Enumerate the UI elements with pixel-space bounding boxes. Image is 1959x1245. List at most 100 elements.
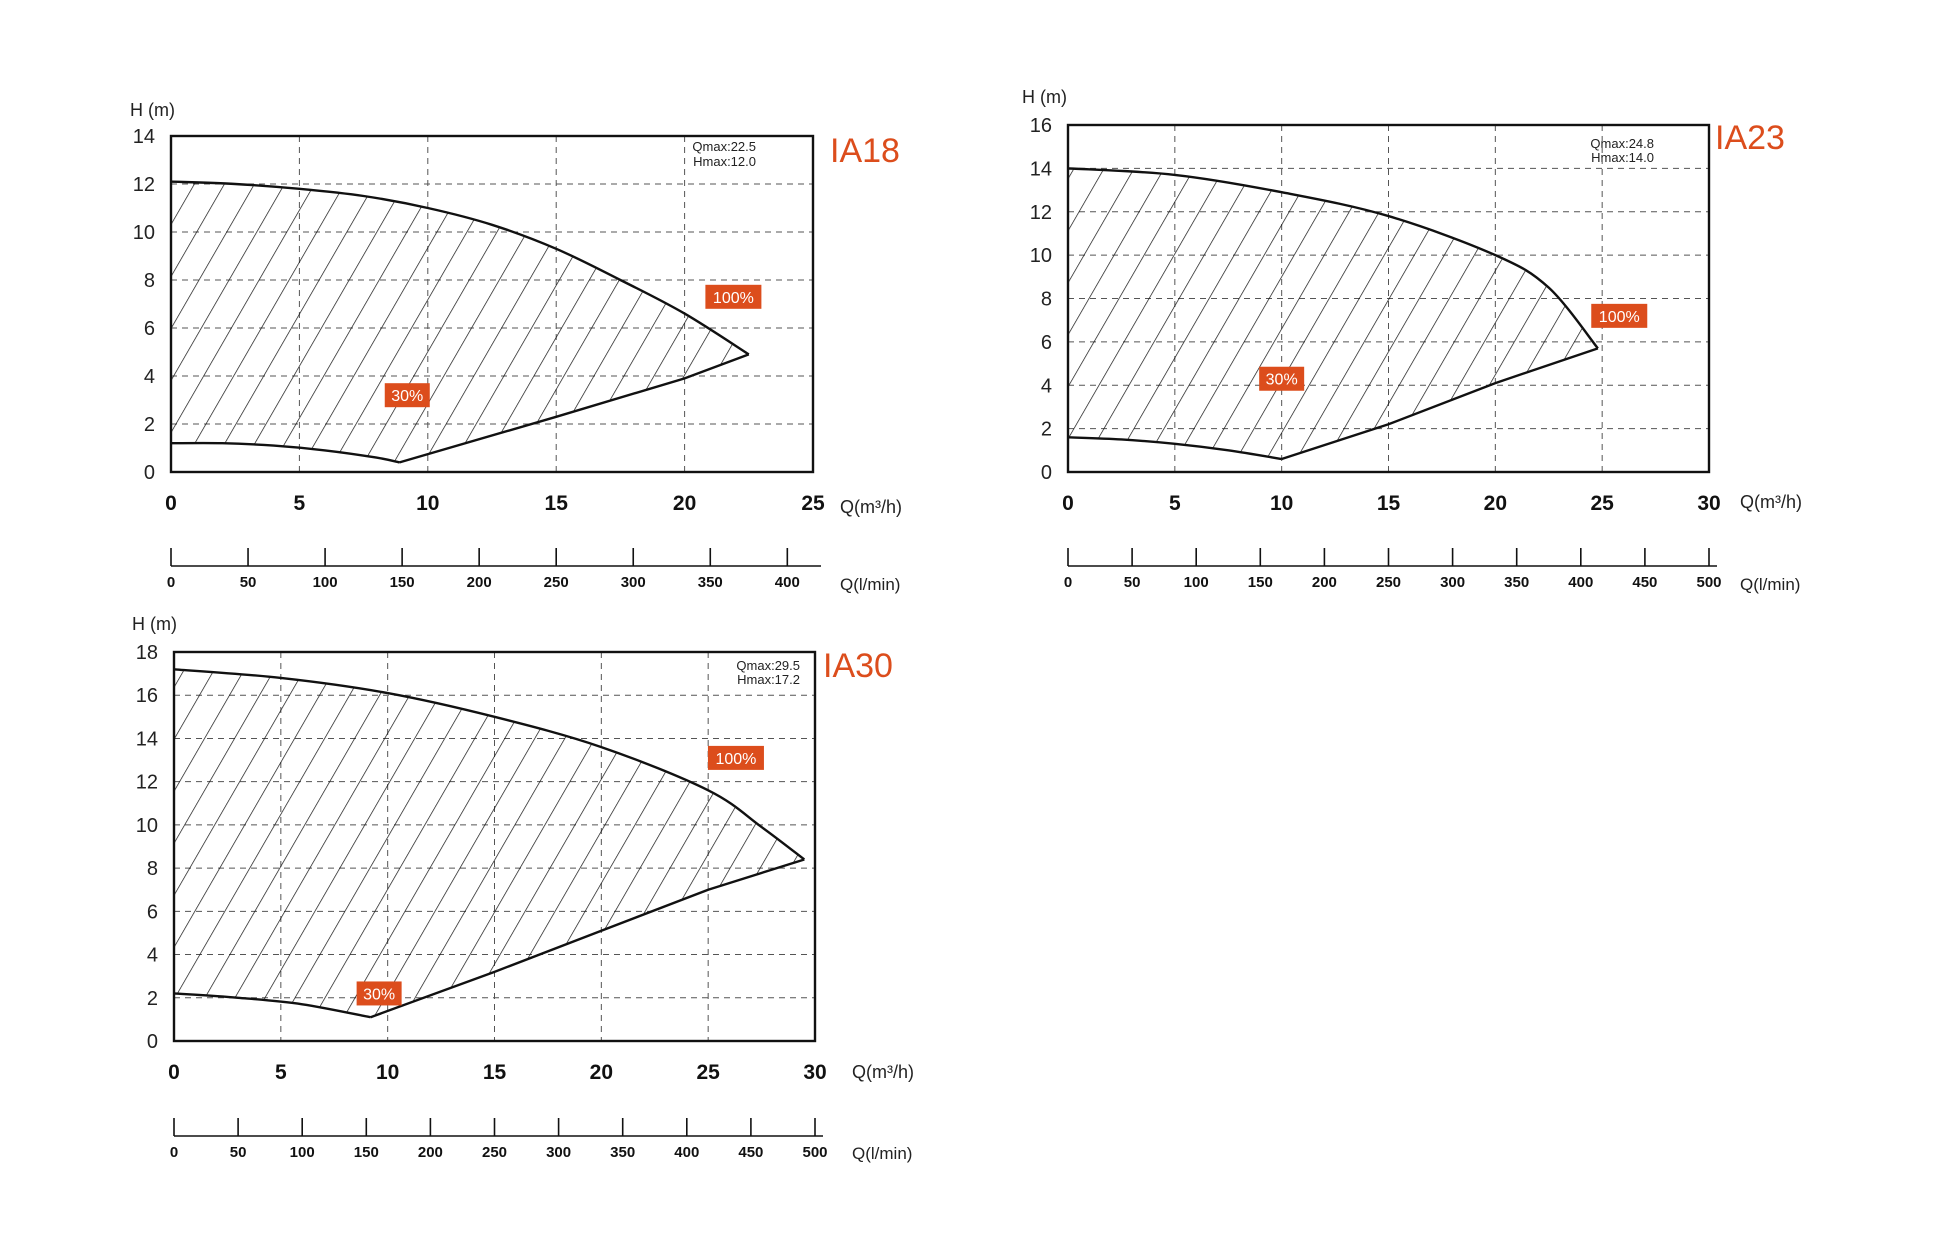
y-tick-label: 8 xyxy=(1041,289,1052,311)
limit-line xyxy=(399,353,750,464)
x-tick-label: 10 xyxy=(1270,492,1293,515)
hmax-annotation: Hmax:12.0 xyxy=(693,154,756,169)
y-tick-label: 0 xyxy=(144,462,155,484)
y-tick-label: 12 xyxy=(136,772,158,794)
chart-ia30: H (m) IA30 Q(m³/h) Q(l/min) Qmax:29.5 Hm… xyxy=(132,614,914,1163)
x2-tick-label: 150 xyxy=(354,1144,379,1161)
x-axis-label: Q(m³/h) xyxy=(852,1062,914,1082)
x2-axis-label: Q(l/min) xyxy=(1740,575,1800,594)
x-tick-label: 30 xyxy=(803,1061,826,1084)
y-tick-label: 6 xyxy=(144,318,155,340)
x-tick-label: 25 xyxy=(1590,492,1614,515)
y-tick-label: 8 xyxy=(147,858,158,880)
plot-frame xyxy=(172,650,817,1043)
percent-badge xyxy=(1591,303,1648,328)
x2-axis-label: Q(l/min) xyxy=(852,1144,912,1163)
x-tick-label: 30 xyxy=(1697,492,1720,515)
x2-tick-label: 100 xyxy=(290,1144,315,1161)
percent-badge xyxy=(1259,366,1305,391)
x2-tick-label: 300 xyxy=(621,574,646,591)
percent-badge xyxy=(384,383,430,408)
x-tick-label: 5 xyxy=(294,492,306,515)
percent-badge-label: 100% xyxy=(1599,309,1640,326)
chart-title: IA18 xyxy=(830,132,900,170)
series-30-line xyxy=(1067,436,1282,461)
y-axis-label: H (m) xyxy=(132,614,177,634)
x-axis-label: Q(m³/h) xyxy=(840,497,902,517)
x2-tick-label: 200 xyxy=(418,1144,443,1161)
plot-frame xyxy=(169,134,815,474)
x2-tick-label: 250 xyxy=(544,574,569,591)
percent-badge xyxy=(705,284,762,309)
x-tick-label: 25 xyxy=(696,1061,720,1084)
y-tick-label: 2 xyxy=(1041,419,1052,441)
x2-tick-label: 350 xyxy=(610,1144,635,1161)
x2-tick-label: 300 xyxy=(546,1144,571,1161)
y-tick-label: 12 xyxy=(133,174,155,196)
x-tick-label: 25 xyxy=(801,492,825,515)
x-tick-label: 15 xyxy=(1377,492,1401,515)
x2-tick-label: 450 xyxy=(1632,574,1657,591)
qmax-annotation: Qmax:29.5 xyxy=(736,658,800,673)
x2-tick-label: 100 xyxy=(313,574,338,591)
x-tick-label: 0 xyxy=(1062,492,1074,515)
x-tick-label: 10 xyxy=(416,492,439,515)
x-tick-label: 15 xyxy=(545,492,569,515)
x2-tick-label: 50 xyxy=(240,574,257,591)
operating-region xyxy=(174,669,805,1018)
chart-title: IA23 xyxy=(1715,119,1785,157)
y-tick-label: 10 xyxy=(136,815,158,837)
x2-axis-label: Q(l/min) xyxy=(840,575,900,594)
x2-tick-label: 250 xyxy=(1376,574,1401,591)
percent-badge-label: 30% xyxy=(391,388,423,405)
x-tick-label: 0 xyxy=(165,492,177,515)
x2-tick-label: 0 xyxy=(1064,574,1072,591)
percent-badge xyxy=(707,745,764,770)
x-tick-label: 20 xyxy=(673,492,696,515)
percent-badge-label: 30% xyxy=(1266,372,1298,389)
y-tick-label: 14 xyxy=(1030,158,1052,180)
y-tick-label: 4 xyxy=(147,945,158,967)
x2-tick-label: 500 xyxy=(1696,574,1721,591)
y-tick-label: 6 xyxy=(147,901,158,923)
y-tick-label: 4 xyxy=(144,366,155,388)
x-tick-label: 5 xyxy=(275,1061,287,1084)
x2-tick-label: 450 xyxy=(738,1144,763,1161)
hmax-annotation: Hmax:17.2 xyxy=(737,672,800,687)
y-tick-label: 8 xyxy=(144,270,155,292)
x2-tick-label: 100 xyxy=(1184,574,1209,591)
y-tick-label: 16 xyxy=(136,685,158,707)
limit-line xyxy=(370,858,805,1019)
x2-tick-label: 300 xyxy=(1440,574,1465,591)
x2-tick-label: 400 xyxy=(775,574,800,591)
y-tick-label: 14 xyxy=(133,126,155,148)
operating-region xyxy=(1068,168,1598,459)
chart-ia23: H (m) IA23 Q(m³/h) Q(l/min) Qmax:24.8 Hm… xyxy=(1022,87,1802,594)
x2-tick-label: 0 xyxy=(170,1144,178,1161)
percent-badge-label: 100% xyxy=(715,751,756,768)
y-tick-label: 4 xyxy=(1041,375,1052,397)
x-tick-label: 10 xyxy=(376,1061,399,1084)
x2-tick-label: 50 xyxy=(1124,574,1141,591)
x2-tick-label: 400 xyxy=(1568,574,1593,591)
y-tick-label: 10 xyxy=(133,222,155,244)
x2-tick-label: 500 xyxy=(802,1144,827,1161)
qmax-annotation: Qmax:22.5 xyxy=(692,139,756,154)
y-axis-label: H (m) xyxy=(1022,87,1067,107)
y-tick-label: 0 xyxy=(147,1031,158,1053)
x2-tick-label: 400 xyxy=(674,1144,699,1161)
y-tick-label: 2 xyxy=(144,414,155,436)
percent-badge xyxy=(356,981,402,1006)
series-30-line xyxy=(170,441,400,464)
x2-tick-label: 350 xyxy=(698,574,723,591)
x2-tick-label: 150 xyxy=(390,574,415,591)
x-tick-label: 0 xyxy=(168,1061,180,1084)
y-tick-label: 12 xyxy=(1030,202,1052,224)
x2-tick-label: 0 xyxy=(167,574,175,591)
plot-frame xyxy=(1066,123,1711,474)
x-tick-label: 20 xyxy=(590,1061,613,1084)
operating-region xyxy=(171,181,749,463)
y-tick-label: 0 xyxy=(1041,462,1052,484)
percent-badge-label: 30% xyxy=(363,986,395,1003)
series-100-line xyxy=(170,180,750,356)
